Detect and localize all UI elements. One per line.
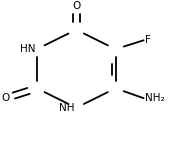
Text: F: F — [145, 35, 151, 45]
Text: NH: NH — [59, 103, 75, 113]
Text: O: O — [1, 93, 10, 103]
Text: O: O — [72, 1, 80, 11]
Text: NH₂: NH₂ — [145, 93, 165, 103]
Text: HN: HN — [20, 44, 35, 54]
